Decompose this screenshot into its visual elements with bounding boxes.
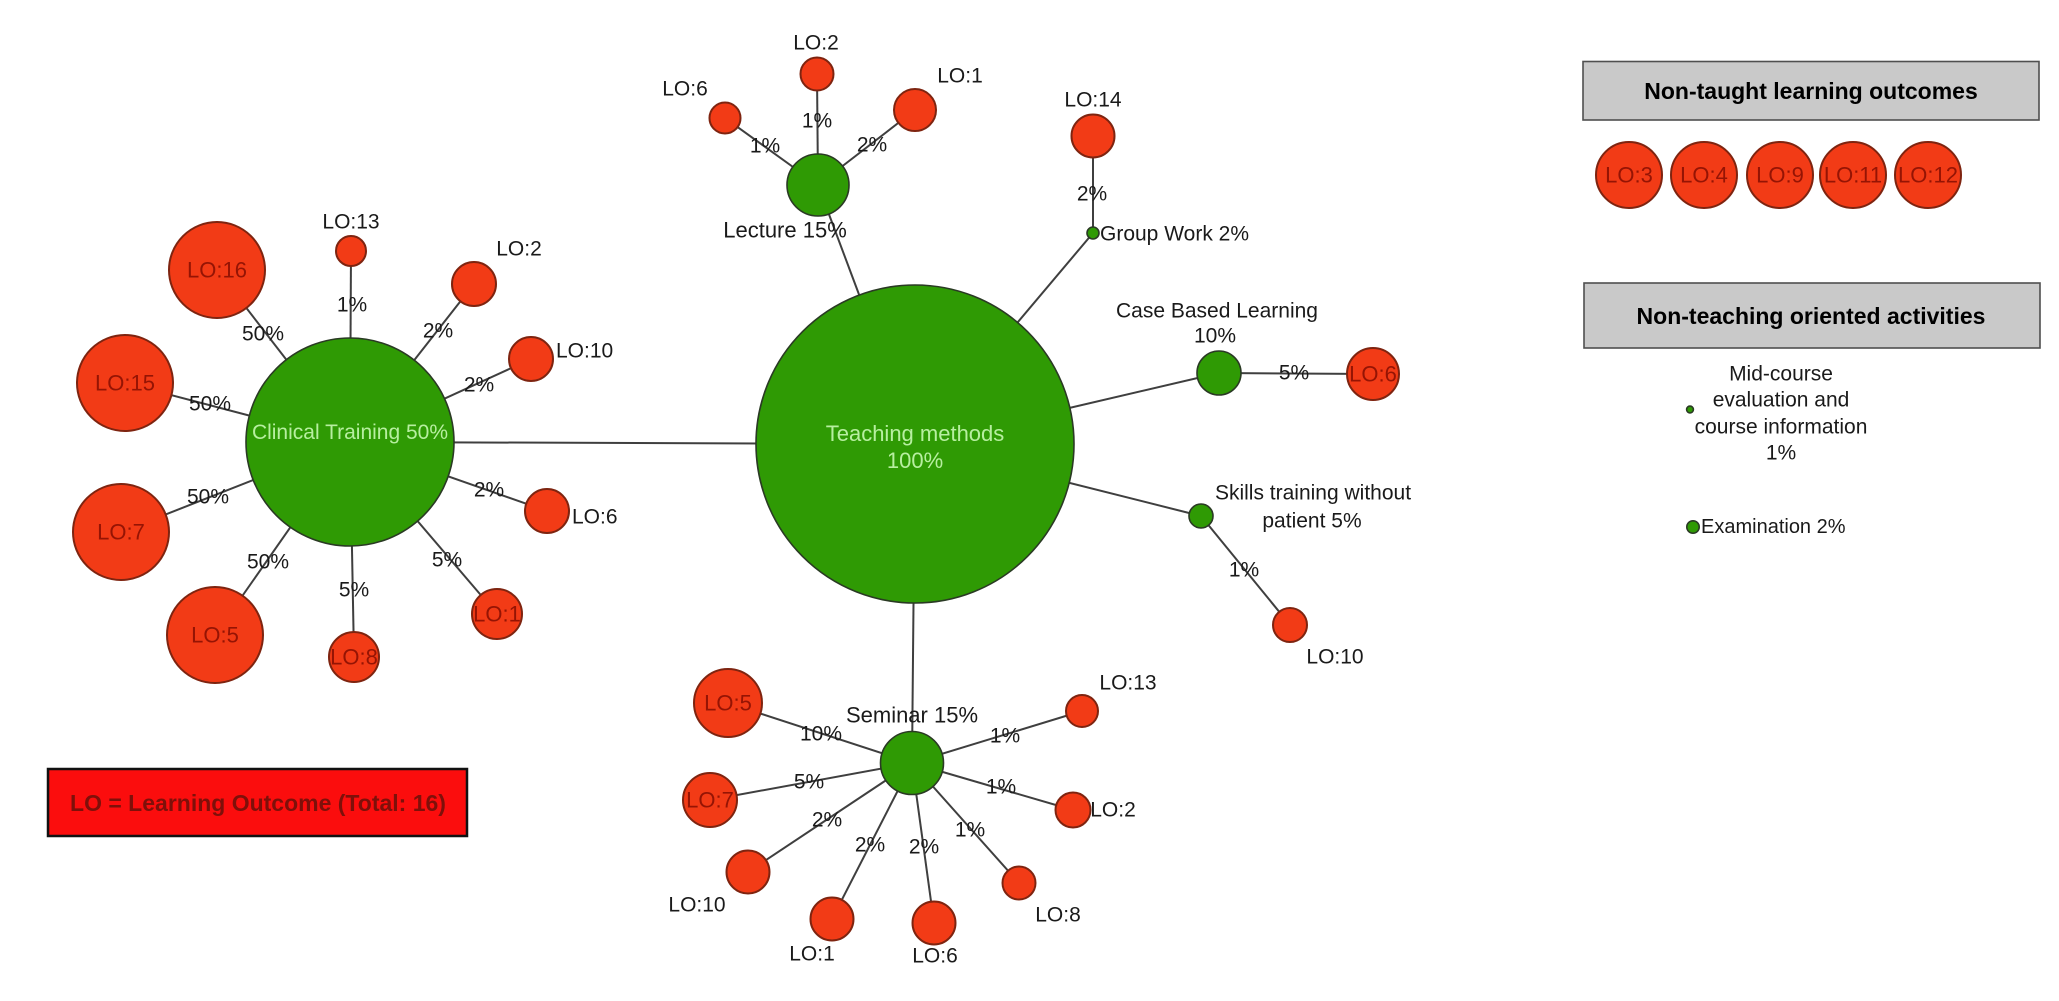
svg-text:Case Based Learning: Case Based Learning [1116,300,1318,323]
svg-text:LO:10: LO:10 [1306,646,1363,669]
svg-text:LO:1: LO:1 [789,943,835,966]
svg-text:1%: 1% [1766,442,1796,465]
svg-text:10%: 10% [1194,325,1236,348]
svg-text:1%: 1% [337,294,367,317]
svg-text:LO:2: LO:2 [793,32,839,55]
svg-text:LO:13: LO:13 [1099,672,1156,695]
svg-text:LO:10: LO:10 [556,340,613,363]
svg-text:Examination 2%: Examination 2% [1701,516,1846,538]
svg-text:patient 5%: patient 5% [1262,510,1361,533]
svg-text:LO:2: LO:2 [496,238,542,261]
svg-text:LO:6: LO:6 [662,78,708,101]
svg-text:LO:14: LO:14 [1064,89,1122,112]
svg-text:50%: 50% [247,551,289,574]
svg-text:Seminar 15%: Seminar 15% [846,703,978,728]
svg-text:1%: 1% [1229,559,1259,582]
svg-text:LO:8: LO:8 [1035,904,1081,927]
svg-text:2%: 2% [812,809,842,832]
svg-text:LO:7: LO:7 [686,788,734,813]
svg-text:LO:4: LO:4 [1680,163,1728,188]
svg-text:course information: course information [1695,416,1868,439]
svg-text:2%: 2% [857,134,887,157]
svg-text:50%: 50% [189,393,231,416]
svg-text:50%: 50% [242,323,284,346]
svg-text:5%: 5% [1279,362,1309,385]
svg-text:10%: 10% [800,723,842,746]
svg-text:2%: 2% [464,374,494,397]
svg-text:LO:1: LO:1 [473,602,521,627]
svg-text:LO:5: LO:5 [704,691,752,716]
svg-text:Skills training without: Skills training without [1215,482,1411,505]
svg-text:LO:6: LO:6 [912,945,958,968]
svg-text:5%: 5% [794,771,824,794]
svg-text:LO = Learning Outcome (Total:: LO = Learning Outcome (Total: 16) [70,790,446,816]
svg-text:LO:2: LO:2 [1090,799,1136,822]
svg-text:Lecture 15%: Lecture 15% [723,218,847,243]
svg-text:1%: 1% [750,135,780,158]
svg-text:LO:3: LO:3 [1605,163,1653,188]
svg-text:LO:15: LO:15 [95,371,155,396]
svg-text:LO:1: LO:1 [937,65,983,88]
svg-text:LO:8: LO:8 [330,645,378,670]
svg-text:5%: 5% [432,549,462,572]
svg-text:Group Work 2%: Group Work 2% [1100,223,1249,246]
svg-text:Non-teaching oriented activiti: Non-teaching oriented activities [1637,303,1986,329]
svg-text:LO:9: LO:9 [1756,163,1804,188]
svg-text:LO:12: LO:12 [1898,163,1958,188]
svg-text:evaluation and: evaluation and [1713,389,1850,412]
svg-text:LO:6: LO:6 [1349,362,1397,387]
svg-text:2%: 2% [1077,183,1107,206]
svg-text:LO:11: LO:11 [1824,163,1882,188]
svg-text:1%: 1% [986,776,1016,799]
svg-text:LO:16: LO:16 [187,258,247,283]
svg-text:5%: 5% [339,579,369,602]
svg-text:Teaching methods: Teaching methods [826,421,1005,446]
svg-text:100%: 100% [887,448,943,473]
svg-text:Non-taught learning outcomes: Non-taught learning outcomes [1644,78,1978,104]
svg-text:2%: 2% [474,479,504,502]
svg-text:1%: 1% [990,725,1020,748]
svg-text:LO:7: LO:7 [97,520,145,545]
svg-text:LO:6: LO:6 [572,506,618,529]
svg-text:1%: 1% [955,819,985,842]
svg-text:1%: 1% [802,110,832,133]
svg-text:LO:13: LO:13 [322,211,379,234]
svg-text:50%: 50% [187,486,229,509]
svg-text:Clinical Training 50%: Clinical Training 50% [252,421,448,444]
svg-text:2%: 2% [855,834,885,857]
svg-text:2%: 2% [909,836,939,859]
svg-text:Mid-course: Mid-course [1729,363,1833,386]
svg-text:LO:10: LO:10 [668,894,725,917]
svg-text:LO:5: LO:5 [191,623,239,648]
svg-text:2%: 2% [423,320,453,343]
